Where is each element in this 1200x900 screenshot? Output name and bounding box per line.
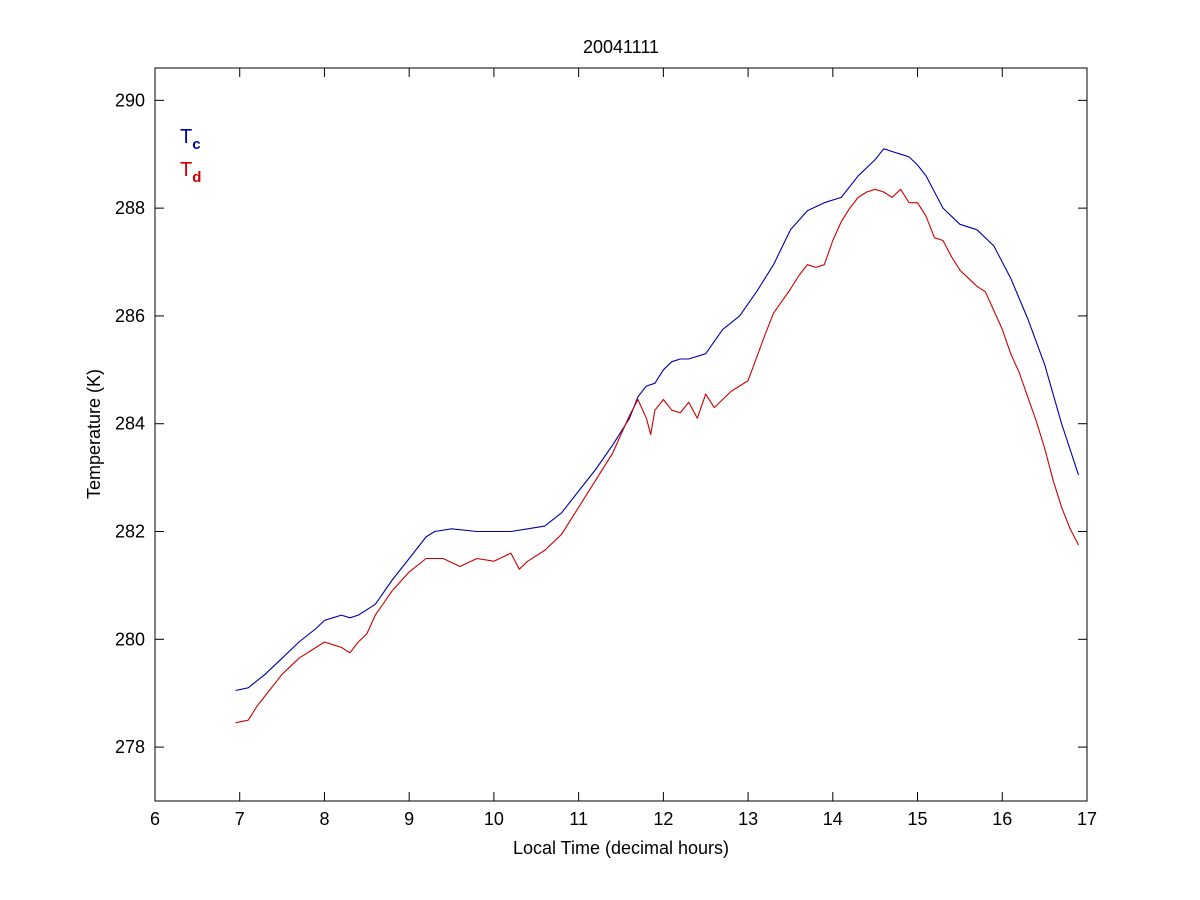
y-tick-label: 284 — [115, 414, 145, 434]
x-tick-label: 8 — [319, 809, 329, 829]
y-tick-label: 290 — [115, 90, 145, 110]
x-tick-label: 11 — [569, 809, 588, 829]
y-tick-label: 280 — [115, 629, 145, 649]
x-tick-label: 10 — [484, 809, 504, 829]
x-axis-label: Local Time (decimal hours) — [513, 838, 729, 858]
x-tick-label: 13 — [738, 809, 758, 829]
x-tick-label: 16 — [992, 809, 1012, 829]
x-tick-label: 15 — [908, 809, 928, 829]
legend: Tc Td — [180, 126, 201, 186]
series-line-Tc — [235, 148, 1080, 692]
y-tick-label: 288 — [115, 198, 145, 218]
x-tick-label: 14 — [823, 809, 843, 829]
y-axis-label: Temperature (K) — [84, 369, 104, 499]
x-tick-label: 9 — [404, 809, 414, 829]
y-tick-label: 286 — [115, 306, 145, 326]
y-tick-label: 282 — [115, 522, 145, 542]
chart-title: 20041111 — [583, 37, 659, 57]
x-tick-label: 17 — [1077, 809, 1097, 829]
y-tick-label: 278 — [115, 737, 145, 757]
series-line-Td — [235, 188, 1079, 724]
legend-entry-Td: Td — [180, 159, 201, 186]
x-tick-label: 6 — [150, 809, 160, 829]
x-tick-label: 7 — [235, 809, 245, 829]
series-layer — [235, 148, 1080, 724]
axes-layer: 6 7 8 9 10 11 12 13 14 15 16 17 278 280 282 284 286 288 29… — [115, 68, 1097, 829]
legend-entry-Tc: Tc — [180, 126, 201, 153]
x-tick-label: 12 — [653, 809, 673, 829]
